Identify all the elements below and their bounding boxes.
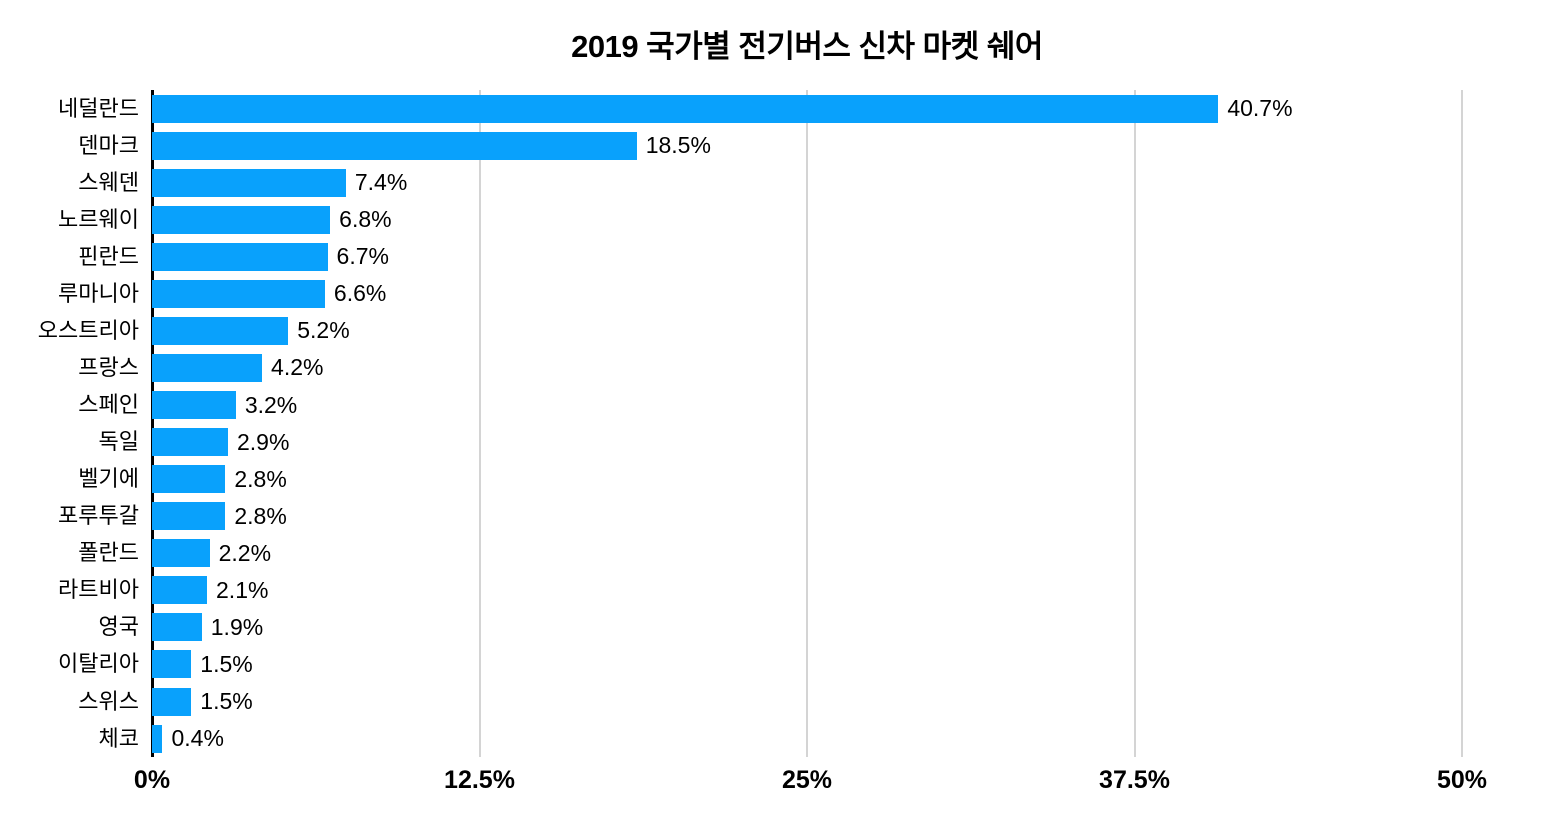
category-label: 오스트리아 [37,317,139,343]
plot-area: 네덜란드 40.7% 덴마크 18.5% 스웨덴 7.4% 노르웨이 6.8% 핀란드 6.7% 루… [38,90,1463,757]
category-label: 포루투갈 [58,503,139,529]
bar-value-label: 2.8% [234,502,287,529]
bar-value-label: 2.2% [218,539,272,566]
bar-row: 독일 2.9% [99,424,1462,461]
bar-value-label: 2.9% [236,428,290,455]
bar-row: 라트비아 2.1% [58,572,1462,609]
bar [152,242,328,271]
bar-value-label: 40.7% [1227,95,1293,122]
bar [152,131,637,160]
category-label: 체코 [98,725,139,751]
bar-row: 핀란드 6.7% [78,238,1462,275]
bar [152,428,228,457]
y-axis-line [150,90,154,757]
bar [152,576,208,605]
bar [152,539,210,568]
x-tick-label: 50% [1436,766,1488,794]
bar-value-label: 5.2% [297,317,350,344]
chart-title: 2019 국가별 전기버스 신차 마켓 쉐어 [571,29,1043,64]
bar [152,168,346,197]
bar-value-label: 0.4% [171,725,224,752]
category-label: 스웨덴 [78,169,139,195]
bar [152,205,331,234]
bar-row: 이탈리아 1.5% [58,646,1462,683]
gridline [478,90,481,757]
bar [152,94,1219,123]
gridline [1461,90,1463,757]
category-label: 스페인 [78,392,139,418]
bar-row: 스웨덴 7.4% [78,164,1462,201]
bar-value-label: 4.2% [271,354,324,381]
bar-rows: 네덜란드 40.7% 덴마크 18.5% 스웨덴 7.4% 노르웨이 6.8% 핀란드 6.7% 루… [38,90,1462,757]
bar-row: 노르웨이 6.8% [58,201,1462,238]
category-label: 프랑스 [78,354,139,380]
bar-row: 포루투갈 2.8% [58,498,1462,535]
bar [152,687,192,716]
bar-row: 덴마크 18.5% [78,127,1462,164]
category-label: 네덜란드 [58,95,139,121]
category-label: 이탈리아 [58,651,139,677]
bar [152,279,325,308]
x-tick-label: 0% [133,766,171,794]
bar-value-label: 1.5% [200,688,253,715]
category-label: 폴란드 [78,540,139,566]
bar-row: 벨기에 2.8% [78,461,1462,498]
x-tick-label: 12.5% [444,766,515,794]
bar [152,502,226,531]
bar-row: 체코 0.4% [99,720,1462,757]
bar-row: 네덜란드 40.7% [58,90,1462,127]
bar-value-label: 2.1% [216,576,269,603]
gridline [806,90,808,757]
bar [152,353,263,382]
bar-value-label: 2.8% [234,465,287,492]
category-label: 영국 [98,614,139,640]
category-label: 라트비아 [58,577,139,603]
category-label: 독일 [98,429,139,455]
category-label: 노르웨이 [58,206,139,232]
bar-row: 프랑스 4.2% [78,349,1462,386]
x-axis-labels: 0% 12.5% 25% 37.5% 50% [134,766,1487,802]
x-tick-label: 25% [781,766,833,794]
bar-row: 루마니아 6.6% [58,275,1462,312]
bar-row: 스위스 1.5% [78,683,1462,720]
gridline [1133,90,1136,757]
bar-value-label: 6.7% [336,243,389,270]
gridlines [152,90,1463,757]
bar-row: 스페인 3.2% [78,387,1462,424]
bar [152,613,202,642]
bar-value-label: 1.5% [200,650,253,677]
category-label: 루마니아 [58,280,139,306]
bar [152,316,289,345]
bar-value-label: 6.6% [333,280,387,307]
bar-value-label: 7.4% [354,169,408,196]
bar [152,465,226,494]
bar-row: 오스트리아 5.2% [38,312,1462,349]
category-label: 벨기에 [78,466,139,492]
bar-value-label: 18.5% [645,132,711,159]
category-label: 스위스 [78,688,139,714]
x-tick-label: 37.5% [1099,766,1170,794]
bar [152,724,163,753]
bar-value-label: 3.2% [244,391,298,418]
bar-value-label: 1.9% [210,613,264,640]
category-label: 핀란드 [78,243,139,269]
bar [152,650,192,679]
bar [152,391,236,420]
bar-row: 폴란드 2.2% [78,535,1462,572]
category-label: 덴마크 [78,132,139,158]
bar-value-label: 6.8% [339,206,392,233]
bar-row: 영국 1.9% [99,609,1462,646]
